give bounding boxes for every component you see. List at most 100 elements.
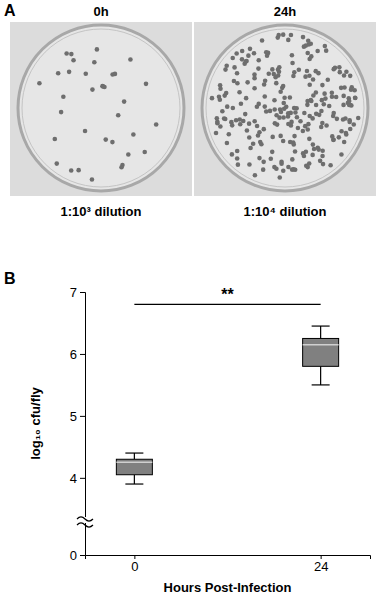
colony <box>278 89 283 94</box>
colony <box>277 175 282 180</box>
colony <box>59 110 64 115</box>
colony <box>235 149 240 154</box>
colony <box>319 125 324 130</box>
plate-panel <box>10 22 192 196</box>
colony <box>67 70 72 75</box>
colony <box>215 116 220 121</box>
colony <box>349 87 354 92</box>
colony <box>90 177 95 182</box>
colony <box>307 73 312 78</box>
colony <box>113 72 118 77</box>
colony <box>214 131 219 136</box>
colony <box>289 123 294 128</box>
colony <box>275 35 280 40</box>
colony <box>298 119 303 124</box>
colony <box>270 67 275 72</box>
colony <box>356 116 361 121</box>
x-axis-title: Hours Post-Infection <box>164 580 292 595</box>
colony <box>349 103 354 108</box>
colony <box>237 90 242 95</box>
colony <box>315 49 320 54</box>
colony <box>324 48 329 53</box>
box-body <box>303 338 339 366</box>
colony <box>248 146 253 151</box>
colony <box>321 162 326 167</box>
colony <box>347 99 352 104</box>
tick-label: 4 <box>70 470 77 485</box>
colony <box>56 71 61 76</box>
plate-photo <box>10 22 192 196</box>
whisker-low <box>320 366 321 385</box>
tick: 0 <box>131 555 138 574</box>
colony <box>256 66 261 71</box>
axis-break <box>77 517 93 527</box>
colony <box>351 122 356 127</box>
colony <box>247 162 252 167</box>
colony <box>102 85 107 90</box>
box <box>116 453 152 484</box>
colony <box>286 38 291 43</box>
plate-rim <box>206 29 364 187</box>
colony <box>301 129 306 134</box>
colony <box>122 99 127 104</box>
colony <box>281 101 286 106</box>
break-mark <box>77 523 93 527</box>
colony <box>327 104 332 109</box>
colony <box>215 121 220 126</box>
colony <box>230 123 235 128</box>
colony <box>243 112 248 117</box>
colony <box>331 111 336 116</box>
colony <box>235 81 240 86</box>
break-mark <box>77 517 93 521</box>
colony <box>348 74 353 79</box>
colony <box>230 56 235 61</box>
colony <box>337 65 342 70</box>
plate-title: 24h <box>274 4 296 19</box>
colony <box>230 152 235 157</box>
colony <box>251 142 256 147</box>
colony <box>309 54 314 59</box>
colony <box>314 103 319 108</box>
colony <box>281 115 286 120</box>
tick-label: 5 <box>70 409 77 424</box>
median <box>303 344 339 346</box>
colony <box>320 154 325 159</box>
colony <box>305 103 310 108</box>
colony <box>311 77 316 82</box>
colony <box>341 103 346 108</box>
colony <box>262 94 267 99</box>
colony <box>277 115 282 120</box>
tick: 4 <box>70 470 85 485</box>
tick: 0 <box>70 548 85 563</box>
plate-title: 0h <box>93 4 108 19</box>
tick-label: 0 <box>131 559 138 574</box>
colony <box>61 94 66 99</box>
colony <box>217 94 222 99</box>
colony <box>236 162 241 167</box>
colony <box>341 117 346 122</box>
colony <box>272 98 277 103</box>
colony <box>83 129 88 134</box>
colony <box>92 60 97 65</box>
colony <box>312 147 317 152</box>
colony <box>226 132 231 137</box>
axis-line <box>80 293 86 556</box>
colony <box>353 96 358 101</box>
tick-label: 0 <box>70 548 77 563</box>
figure: A0h1:10³ dilution24h1:10⁴ dilutionB04567… <box>0 0 386 600</box>
significance-label: ** <box>221 286 234 303</box>
colony <box>264 109 269 114</box>
colony <box>309 98 314 103</box>
colony <box>330 95 335 100</box>
tick-mark <box>80 416 85 417</box>
colony <box>277 65 282 70</box>
colony <box>302 111 307 116</box>
colony <box>323 96 328 101</box>
tick: 24 <box>314 555 328 574</box>
colony <box>323 44 328 49</box>
colony <box>295 115 300 120</box>
colony <box>37 81 42 86</box>
colony <box>223 117 228 122</box>
colony <box>270 150 275 155</box>
colony <box>252 86 257 91</box>
